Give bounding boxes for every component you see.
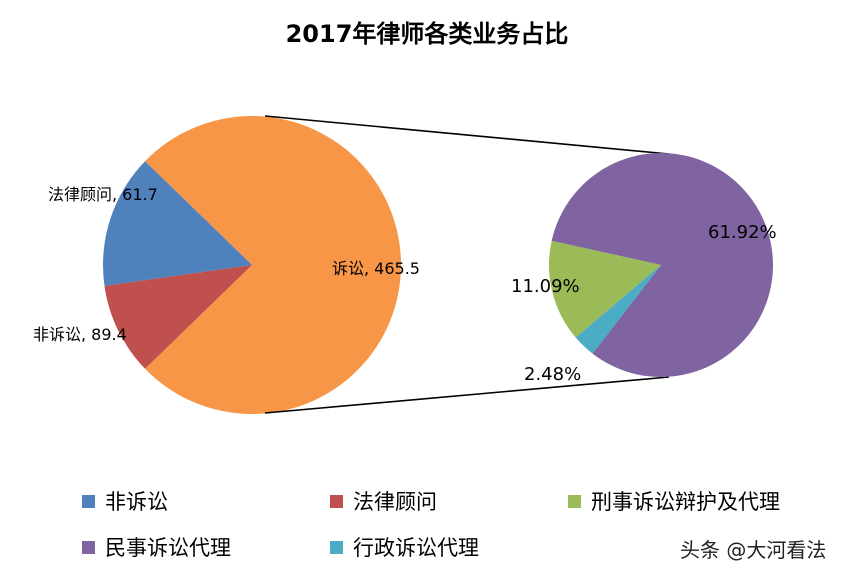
data-label-legal-counsel: 法律顾问, 61.7 [48,185,158,204]
legend-label: 法律顾问 [353,490,437,514]
legend-item-legal-counsel: 法律顾问 [330,486,437,516]
legend-label: 行政诉讼代理 [353,536,479,560]
secondary-slice-administrative-litigation [575,265,661,354]
legend-swatch [568,494,581,508]
secondary-slice-civil-litigation [551,152,773,377]
legend-item-criminal-defense: 刑事诉讼辩护及代理 [568,486,780,516]
connector-lines [264,115,670,414]
data-label-civil-litigation: 61.92% [708,222,777,243]
secondary-pie [549,152,773,377]
legend-swatch [82,540,95,554]
data-label-litigation: 诉讼, 465.5 [332,259,420,278]
pie-slice-legal-counsel [104,265,253,369]
chart-title: 2017年律师各类业务占比 [285,20,569,48]
legend-item-civil-litigation: 民事诉讼代理 [82,532,231,562]
data-label-criminal-defense: 11.09% [511,276,580,297]
legend-item-non-litigation: 非诉讼 [82,486,168,516]
legend-swatch [330,540,343,554]
pie-slice-litigation [145,116,402,414]
secondary-slice-criminal-defense [549,240,661,338]
connector-line-top [264,115,670,155]
legend-label: 非诉讼 [105,490,168,514]
data-labels: 诉讼, 465.5 非诉讼, 89.4 法律顾问, 61.7 61.92% 11.09%… [33,185,777,385]
pie-slice-non-litigation [102,161,252,286]
data-label-administrative-litigation: 2.48% [524,364,581,385]
legend-item-administrative-litigation: 行政诉讼代理 [330,532,479,562]
legend-swatch [82,494,95,508]
connector-line-bottom [264,376,670,414]
legend-swatch [330,494,343,508]
legend-label: 刑事诉讼辩护及代理 [591,490,780,514]
watermark: 头条 @大河看法 [680,538,827,562]
legend-label: 民事诉讼代理 [105,536,231,560]
main-pie [102,116,402,414]
data-label-non-litigation: 非诉讼, 89.4 [33,325,127,344]
